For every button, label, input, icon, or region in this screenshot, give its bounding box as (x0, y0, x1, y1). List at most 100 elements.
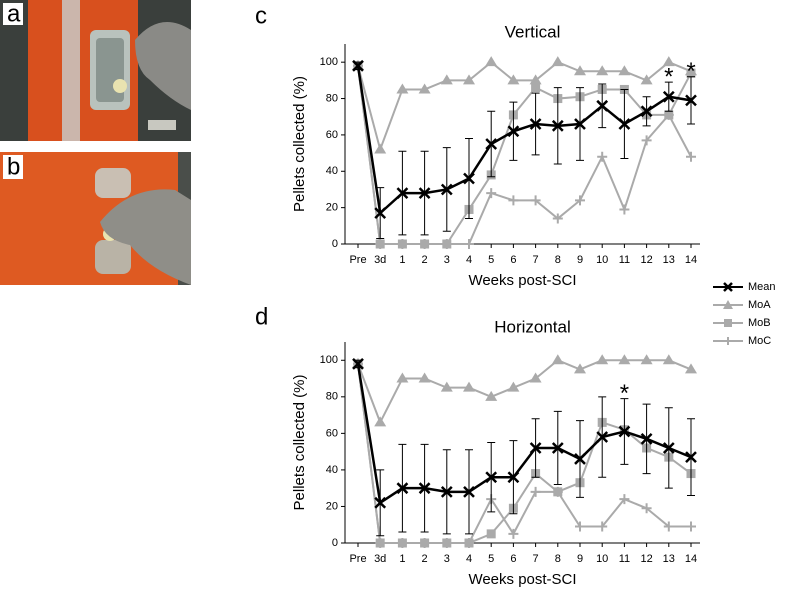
legend-label: MoA (748, 299, 771, 311)
marker (640, 432, 653, 445)
marker (441, 239, 452, 249)
marker (507, 125, 520, 138)
x-tick-label: 12 (640, 254, 652, 266)
marker (396, 482, 409, 495)
y-tick-label: 0 (332, 537, 338, 549)
marker (440, 485, 453, 498)
x-tick-label: 9 (577, 254, 583, 266)
marker (486, 188, 497, 199)
x-tick-label: 9 (577, 553, 583, 565)
x-tick-label: 2 (422, 553, 428, 565)
marker (596, 354, 609, 365)
marker (464, 538, 474, 548)
legend-marker (723, 282, 733, 292)
marker (575, 195, 585, 206)
marker (418, 187, 431, 199)
marker (463, 485, 475, 498)
x-tick-label: 3 (444, 254, 450, 266)
x-tick-label: 5 (488, 254, 494, 266)
annotation: * (664, 64, 673, 91)
marker (552, 486, 563, 497)
marker (662, 90, 675, 103)
marker (352, 358, 364, 370)
series-line (356, 65, 692, 216)
y-tick-label: 20 (326, 202, 338, 214)
y-axis-label: Pellets collected (%) (291, 76, 308, 212)
chart-title: Vertical (505, 22, 561, 41)
y-tick-label: 60 (326, 129, 338, 141)
marker (440, 381, 453, 392)
photo-a (0, 0, 191, 141)
y-axis-label: Pellets collected (%) (291, 375, 308, 511)
series-line (357, 60, 692, 153)
x-tick-label: 13 (663, 254, 675, 266)
marker (418, 482, 431, 495)
marker (397, 538, 408, 548)
marker (640, 354, 653, 365)
x-tick-label: 10 (596, 254, 608, 266)
legend-label: MoC (748, 335, 771, 347)
marker (529, 74, 542, 85)
x-tick-label: 8 (555, 254, 561, 266)
marker (485, 56, 498, 67)
marker (551, 442, 564, 454)
marker (440, 74, 453, 85)
series-line (357, 363, 692, 544)
annotation: * (620, 380, 629, 407)
series-line (356, 363, 692, 505)
x-tick-label: 1 (399, 254, 405, 266)
x-tick-label: 14 (685, 254, 697, 266)
marker (596, 65, 609, 76)
marker (508, 528, 519, 539)
marker (418, 83, 431, 94)
marker (530, 195, 541, 206)
panel-label: d (255, 303, 268, 330)
marker (662, 442, 675, 454)
legend-label: MoB (748, 317, 771, 329)
marker (418, 372, 431, 383)
marker (685, 451, 697, 464)
marker (618, 118, 631, 130)
marker (574, 65, 586, 76)
marker (662, 354, 675, 365)
x-tick-label: 4 (466, 254, 472, 266)
marker (551, 119, 564, 132)
marker (352, 59, 364, 72)
y-tick-label: 80 (326, 92, 338, 104)
marker (551, 354, 564, 365)
marker (685, 94, 697, 107)
marker (529, 442, 542, 454)
marker (441, 538, 452, 548)
panel-label-bg (3, 155, 23, 179)
series-line (357, 363, 691, 544)
marker (374, 207, 387, 219)
marker (374, 416, 387, 427)
marker (618, 354, 631, 365)
marker (375, 239, 386, 249)
marker (552, 213, 563, 224)
panel-label-bg (3, 3, 23, 25)
marker (485, 138, 498, 150)
photo-b (0, 152, 191, 285)
series-line (357, 65, 692, 245)
marker (640, 105, 653, 118)
x-tick-label: 5 (488, 553, 494, 565)
marker (597, 521, 608, 532)
x-tick-label: 11 (619, 553, 630, 565)
marker (618, 425, 631, 438)
x-tick-label: 11 (619, 254, 630, 266)
x-tick-label: 7 (533, 553, 539, 565)
marker (551, 56, 564, 67)
marker (507, 381, 520, 392)
y-tick-label: 40 (326, 165, 338, 177)
marker (531, 83, 541, 93)
marker (396, 83, 409, 94)
x-tick-label: 7 (533, 254, 539, 266)
x-tick-label: Pre (349, 553, 366, 565)
marker (463, 172, 475, 185)
marker (686, 151, 696, 162)
legend-marker (724, 319, 732, 327)
y-tick-label: 100 (320, 56, 338, 68)
marker (508, 195, 519, 206)
